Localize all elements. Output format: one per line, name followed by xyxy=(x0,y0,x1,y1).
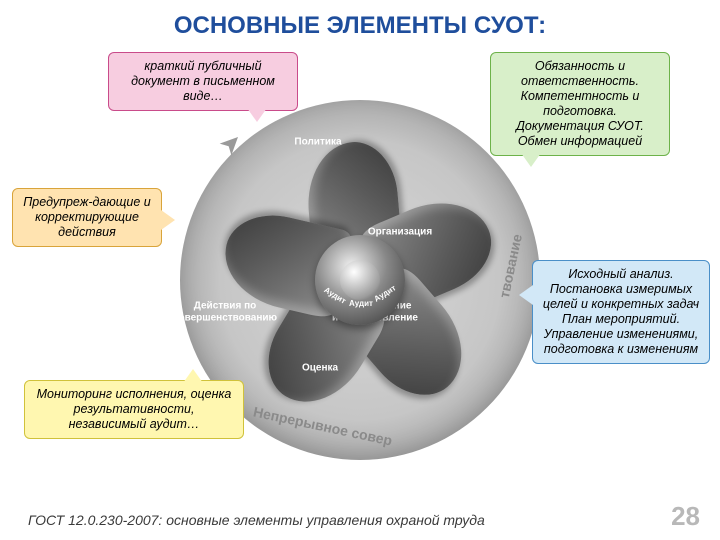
callout-tail xyxy=(161,210,175,230)
footer-text: основные элементы управления охраной тру… xyxy=(162,512,484,528)
hub: Аудит Аудит Аудит xyxy=(315,235,405,325)
callout-tail xyxy=(521,153,541,167)
blade-label-3: Оценка xyxy=(265,362,375,374)
callout-policy: краткий публичный документ в письменном … xyxy=(108,52,298,111)
blade-label-4: Действия по совершенствованию xyxy=(170,301,280,324)
callout-evaluation: Мониторинг исполнения, оценка результати… xyxy=(24,380,244,439)
page-title: ОСНОВНЫЕ ЭЛЕМЕНТЫ СУОТ: xyxy=(0,12,720,40)
footer-standard: ГОСТ 12.0.230-2007: xyxy=(28,512,162,528)
callout-tail xyxy=(247,108,267,122)
page-number: 28 xyxy=(671,501,700,532)
callout-actions: Предупреж-дающие и корректирующие действ… xyxy=(12,188,162,247)
callout-organization: Обязанность и ответственность. Компетент… xyxy=(490,52,670,156)
blade-label-0: Политика xyxy=(263,136,373,148)
footer-citation: ГОСТ 12.0.230-2007: основные элементы уп… xyxy=(28,512,485,528)
hub-label-2: Аудит xyxy=(349,299,373,308)
callout-planning: Исходный анализ. Постановка измеримых це… xyxy=(532,260,710,364)
callout-tail xyxy=(519,285,533,305)
callout-tail xyxy=(183,369,203,383)
